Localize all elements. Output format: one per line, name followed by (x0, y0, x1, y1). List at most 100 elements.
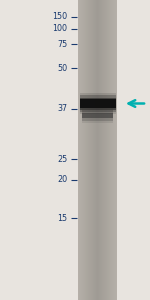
Bar (78, 274, 117, 276)
Bar (78, 116, 117, 117)
Bar (78, 273, 117, 274)
Bar (78, 93, 117, 94)
Bar (78, 8, 117, 9)
Bar (78, 84, 117, 86)
Bar (78, 135, 117, 136)
Bar (78, 236, 117, 237)
Bar (78, 214, 117, 216)
Bar (78, 201, 117, 202)
Bar (78, 122, 117, 123)
Bar (78, 130, 117, 132)
Bar (78, 40, 117, 42)
Bar (78, 177, 117, 178)
Bar (78, 46, 117, 48)
Bar (78, 36, 117, 38)
Bar (78, 28, 117, 30)
Bar (78, 183, 117, 184)
Bar (78, 207, 117, 208)
Bar (78, 242, 117, 243)
Bar (78, 169, 117, 171)
Bar (78, 120, 117, 122)
Bar (80, 98, 116, 110)
Bar (78, 222, 117, 224)
Bar (78, 184, 117, 186)
Bar (78, 228, 117, 230)
Bar (78, 171, 117, 172)
Bar (78, 160, 117, 162)
Bar (78, 68, 117, 69)
Bar (78, 144, 117, 146)
Text: 50: 50 (57, 64, 68, 73)
Bar (78, 51, 117, 52)
Bar (78, 20, 117, 21)
Bar (78, 240, 117, 242)
Bar (78, 81, 117, 82)
Bar (78, 186, 117, 188)
Bar (78, 75, 117, 76)
Bar (78, 268, 117, 270)
Bar (78, 69, 117, 70)
Bar (78, 108, 117, 110)
Bar (78, 42, 117, 44)
Bar (78, 118, 117, 120)
Bar (78, 270, 117, 272)
Bar (78, 219, 117, 220)
Bar (78, 292, 117, 294)
Bar (78, 129, 117, 130)
Bar (78, 6, 117, 8)
Bar (78, 32, 117, 33)
Bar (78, 254, 117, 255)
Bar (78, 2, 117, 3)
Bar (78, 140, 117, 141)
Bar (78, 153, 117, 154)
Bar (78, 103, 117, 105)
Bar (80, 93, 116, 114)
Bar (78, 111, 117, 112)
Bar (78, 244, 117, 246)
Text: 75: 75 (57, 40, 68, 49)
Bar (78, 33, 117, 34)
Bar (78, 57, 117, 58)
Bar (78, 213, 117, 214)
Bar (78, 165, 117, 166)
Bar (78, 0, 117, 2)
Bar (78, 148, 117, 150)
Bar (78, 132, 117, 134)
Bar (78, 98, 117, 99)
Bar (78, 246, 117, 247)
Bar (78, 110, 117, 111)
Bar (78, 200, 117, 201)
Bar (78, 282, 117, 284)
Bar (82, 110, 113, 121)
Bar (78, 202, 117, 204)
Bar (78, 92, 117, 93)
Bar (78, 204, 117, 206)
Bar (78, 174, 117, 176)
Bar (78, 126, 117, 128)
Bar (78, 99, 117, 100)
Bar (78, 154, 117, 156)
Bar (78, 224, 117, 225)
Bar (78, 30, 117, 31)
Bar (78, 192, 117, 194)
Bar (78, 230, 117, 231)
Bar (78, 76, 117, 78)
Bar (78, 14, 117, 15)
Bar (78, 136, 117, 138)
Bar (78, 45, 117, 46)
Bar (78, 256, 117, 258)
Bar (78, 234, 117, 236)
Bar (78, 87, 117, 88)
Bar (78, 78, 117, 80)
Bar (78, 237, 117, 238)
Bar (78, 24, 117, 26)
Bar (78, 158, 117, 159)
Bar (82, 108, 113, 123)
Bar (78, 9, 117, 11)
Bar (78, 276, 117, 278)
Bar (78, 16, 117, 18)
Bar (78, 61, 117, 63)
Bar (78, 243, 117, 244)
Bar (78, 159, 117, 160)
Bar (78, 189, 117, 190)
